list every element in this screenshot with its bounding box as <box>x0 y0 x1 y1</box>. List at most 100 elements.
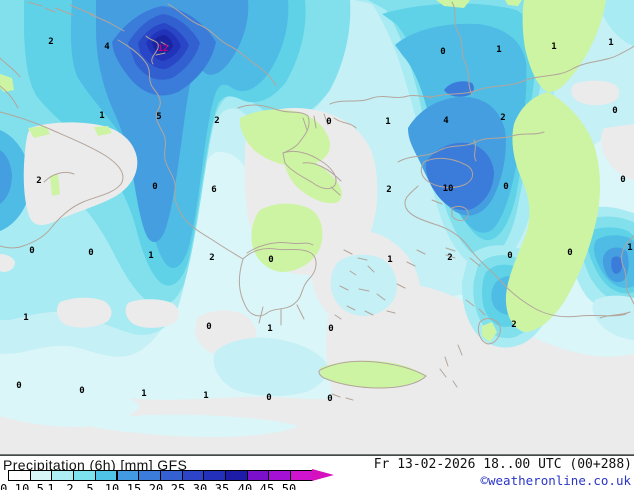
precip-amount-label: 1 <box>496 45 501 55</box>
precip-amount-label: 6 <box>211 185 216 195</box>
coastline <box>43 171 75 183</box>
coastline <box>599 311 631 319</box>
legend-color-cell <box>290 470 313 481</box>
precip-amount-label: 0 <box>503 182 508 192</box>
precip-field <box>425 142 494 211</box>
legend-color-cell <box>159 470 183 481</box>
legend-overflow-arrow <box>311 469 334 481</box>
coastline <box>439 368 458 388</box>
coastline <box>282 150 337 190</box>
coastline <box>117 39 184 218</box>
legend-tick-label: 35 <box>214 482 230 490</box>
coastline <box>246 242 314 254</box>
precip-amount-label: 2 <box>500 113 505 123</box>
legend-tick-label: 0.1 <box>0 482 22 490</box>
dry-land-area <box>505 92 600 332</box>
coastline <box>331 393 354 401</box>
precip-amount-label: 5 <box>156 112 161 122</box>
dry-land-area <box>482 322 497 342</box>
legend-tick-label: 5 <box>86 482 94 490</box>
precip-field <box>611 256 623 274</box>
precip-amount-label: 4 <box>443 116 449 126</box>
precip-amount-label: 2 <box>36 176 41 186</box>
legend-color-cell <box>94 470 118 481</box>
dry-land-area <box>0 74 14 92</box>
precip-amount-label: 0 <box>620 175 625 185</box>
precip-field <box>330 254 397 316</box>
coastline <box>145 35 169 65</box>
legend-color-cell <box>51 470 75 481</box>
dry-land-area <box>522 0 606 93</box>
legend-tick-label: 40 <box>237 482 253 490</box>
coastline <box>477 318 501 345</box>
precip-amount-label: 2 <box>511 320 516 330</box>
coastline <box>302 162 342 196</box>
coastline <box>451 1 473 96</box>
legend-tick-label: 1 <box>47 482 55 490</box>
dry-land-area <box>94 126 112 136</box>
dry-sea-area <box>601 124 634 180</box>
precip-amount-label: 0 <box>29 246 34 256</box>
coastline <box>54 4 125 32</box>
legend-tick-label: 2 <box>66 482 74 490</box>
precip-amount-label: 1 <box>387 255 392 265</box>
precipitation-map: 2 4 1 5 2 0 1 4 2 0 0 1 1 1 2 0 6 2 10 0 0 0 0 1 2 0 1 2 0 0 1 1 0 1 0 2 0 0 1… <box>0 0 634 456</box>
precip-field <box>92 414 298 437</box>
precip-amount-label: 0 <box>206 322 211 332</box>
precip-amount-label: 1 <box>627 243 632 253</box>
coastline <box>621 235 634 305</box>
precip-amount-label: 4 <box>104 42 110 52</box>
legend-color-cell <box>225 470 248 481</box>
dry-land-area <box>50 174 60 196</box>
coastline <box>0 111 124 249</box>
coastline <box>318 360 427 389</box>
dry-sea-area <box>56 297 112 328</box>
precip-amount-label: 2 <box>209 253 214 263</box>
forecast-datetime: Fr 13-02-2026 18..00 UTC (00+288) <box>373 457 632 472</box>
legend-tick-label: 0.5 <box>22 482 44 490</box>
legend-colorbar: 0.1 0.5 1 2 5 10 15 20 25 30 35 40 45 50 <box>0 469 360 490</box>
precip-amount-label: 0 <box>266 393 271 403</box>
precip-amount-label: 0 <box>79 386 84 396</box>
precip-field <box>592 295 634 340</box>
precip-amount-label: 1 <box>203 391 208 401</box>
coastline <box>329 94 431 105</box>
coastline <box>182 216 244 260</box>
precip-amount-label: 0 <box>88 248 93 258</box>
precipitation-map-canvas: 2 41 5 2 0 1 4 200 1 1 120 6 2 10 000 0 1 2 0 1 2 0 0 110 1 0 20 0 1… <box>0 0 634 456</box>
dry-sea-area <box>125 299 179 328</box>
legend-tick-label: 20 <box>148 482 164 490</box>
legend-color-cell <box>181 470 205 481</box>
dry-sea-area <box>571 80 620 106</box>
precip-amount-label: 1 <box>148 251 153 261</box>
storm-max-label: 12 <box>158 44 169 54</box>
map-footer: Precipitation (6h) [mm] GFS Fr 13-02-202… <box>0 456 634 490</box>
precip-amount-label: 1 <box>267 324 272 334</box>
coastline <box>444 299 486 367</box>
precip-amount-label: 2 <box>48 37 53 47</box>
legend-tick-label: 25 <box>170 482 186 490</box>
dry-land-area <box>28 126 50 138</box>
dry-land-area <box>320 360 425 388</box>
precip-amount-label: 0 <box>440 47 445 57</box>
coastline <box>404 185 627 318</box>
precip-field <box>0 130 30 231</box>
precip-amount-label: 0 <box>328 324 333 334</box>
coastline <box>397 131 545 163</box>
precip-amount-label: 1 <box>385 117 390 127</box>
legend-color-cell <box>8 470 31 481</box>
legend-tick-label: 50 <box>281 482 297 490</box>
precip-amount-label: 0 <box>612 106 617 116</box>
dry-land-area <box>251 203 323 272</box>
coastline <box>427 45 634 99</box>
precip-amount-label: 1 <box>99 111 104 121</box>
precip-field <box>213 337 328 396</box>
copyright-link[interactable]: ©weatheronline.co.uk <box>480 473 631 488</box>
precip-amount-label: 1 <box>551 42 556 52</box>
precip-amount-label: 0 <box>268 255 273 265</box>
dry-land-area <box>239 109 331 167</box>
precip-field <box>600 0 634 46</box>
precip-amount-label: 1 <box>23 313 28 323</box>
map-bottom-border <box>0 454 634 456</box>
precip-amount-label: 0 <box>507 251 512 261</box>
